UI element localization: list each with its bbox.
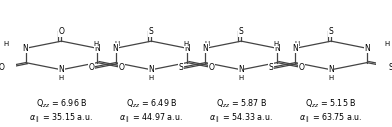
- Text: N: N: [328, 65, 334, 74]
- Text: H: H: [3, 41, 9, 47]
- Text: H: H: [59, 75, 64, 81]
- Text: O: O: [119, 63, 125, 72]
- Text: S: S: [179, 63, 183, 72]
- Text: N: N: [203, 44, 208, 53]
- Text: H: H: [328, 75, 334, 81]
- Text: N: N: [149, 65, 154, 74]
- Text: O: O: [0, 63, 4, 72]
- Text: O: O: [298, 63, 304, 72]
- Text: H: H: [273, 41, 278, 47]
- Text: H: H: [183, 41, 188, 47]
- Text: S: S: [149, 27, 154, 36]
- Text: Q$_{zz}$ = 6.96 B: Q$_{zz}$ = 6.96 B: [36, 97, 87, 110]
- Text: H: H: [239, 75, 244, 81]
- Text: S: S: [329, 27, 334, 36]
- Text: H: H: [384, 41, 389, 47]
- Text: O: O: [209, 63, 214, 72]
- Text: H: H: [294, 41, 299, 47]
- Text: H: H: [149, 75, 154, 81]
- Text: N: N: [184, 44, 190, 53]
- Text: N: N: [364, 44, 370, 53]
- Text: S: S: [389, 63, 392, 72]
- Text: Q$_{zz}$ = 6.49 B: Q$_{zz}$ = 6.49 B: [125, 97, 177, 110]
- Text: H: H: [204, 41, 209, 47]
- Text: $\alpha_{\parallel}$ = 35.15 a.u.: $\alpha_{\parallel}$ = 35.15 a.u.: [29, 112, 93, 125]
- Text: O: O: [88, 63, 94, 72]
- Text: N: N: [238, 65, 244, 74]
- Text: Q$_{zz}$ = 5.15 B: Q$_{zz}$ = 5.15 B: [305, 97, 357, 110]
- Text: $\alpha_{\parallel}$ = 44.97 a.u.: $\alpha_{\parallel}$ = 44.97 a.u.: [120, 112, 183, 125]
- Text: S: S: [269, 63, 273, 72]
- Text: O: O: [58, 27, 64, 36]
- Text: S: S: [239, 27, 243, 36]
- Text: $\alpha_{\parallel}$ = 54.33 a.u.: $\alpha_{\parallel}$ = 54.33 a.u.: [209, 112, 273, 125]
- Text: N: N: [113, 44, 118, 53]
- Text: N: N: [23, 44, 29, 53]
- Text: N: N: [58, 65, 64, 74]
- Text: Q$_{zz}$ = 5.87 B: Q$_{zz}$ = 5.87 B: [216, 97, 267, 110]
- Text: N: N: [292, 44, 298, 53]
- Text: N: N: [274, 44, 280, 53]
- Text: $\alpha_{\parallel}$ = 63.75 a.u.: $\alpha_{\parallel}$ = 63.75 a.u.: [299, 112, 363, 125]
- Text: H: H: [93, 41, 98, 47]
- Text: H: H: [114, 41, 120, 47]
- Text: N: N: [94, 44, 100, 53]
